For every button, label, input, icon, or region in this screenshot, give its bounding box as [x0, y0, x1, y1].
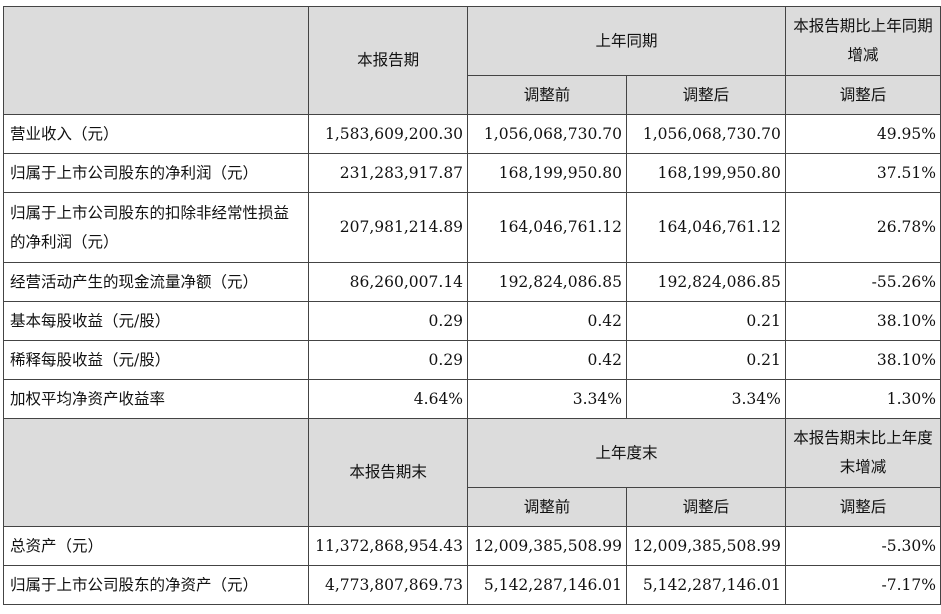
value-before-adjustment: 0.42 — [467, 301, 627, 341]
value-current: 11,372,868,954.43 — [308, 526, 469, 566]
value-current: 4.64% — [308, 379, 469, 419]
value-change: -7.17% — [784, 565, 941, 605]
row-label: 基本每股收益（元/股） — [2, 301, 310, 341]
row-label: 归属于上市公司股东的净利润（元） — [2, 153, 310, 193]
value-change: -55.26% — [784, 262, 941, 302]
value-before-adjustment: 0.42 — [467, 340, 627, 380]
header-change-after-adjustment: 调整后 — [784, 75, 941, 115]
value-change: 49.95% — [784, 114, 941, 154]
header-change: 本报告期比上年同期增减 — [784, 6, 941, 76]
value-current: 0.29 — [308, 340, 469, 380]
value-after-adjustment: 164,046,761.12 — [625, 192, 786, 263]
value-before-adjustment: 164,046,761.12 — [467, 192, 627, 263]
value-current: 1,583,609,200.30 — [308, 114, 469, 154]
table-row: 归属于上市公司股东的净资产（元） 4,773,807,869.73 5,142,… — [2, 565, 941, 605]
value-change: -5.30% — [784, 526, 941, 566]
table-row: 归属于上市公司股东的净利润（元） 231,283,917.87 168,199,… — [2, 153, 941, 193]
table-row: 基本每股收益（元/股） 0.29 0.42 0.21 38.10% — [2, 301, 941, 341]
header-change-after-adjustment: 调整后 — [784, 487, 941, 527]
value-after-adjustment: 1,056,068,730.70 — [625, 114, 786, 154]
value-after-adjustment: 168,199,950.80 — [625, 153, 786, 193]
row-label: 归属于上市公司股东的净资产（元） — [2, 565, 310, 605]
value-current: 207,981,214.89 — [308, 192, 469, 263]
value-current: 231,283,917.87 — [308, 153, 469, 193]
value-after-adjustment: 0.21 — [625, 301, 786, 341]
value-current: 0.29 — [308, 301, 469, 341]
value-before-adjustment: 12,009,385,508.99 — [467, 526, 627, 566]
header-before-adjustment: 调整前 — [467, 75, 627, 115]
table-row: 经营活动产生的现金流量净额（元） 86,260,007.14 192,824,0… — [2, 262, 941, 302]
header-blank-cell — [2, 418, 310, 527]
header-current-period: 本报告期 — [308, 6, 469, 115]
value-before-adjustment: 192,824,086.85 — [467, 262, 627, 302]
value-change: 38.10% — [784, 340, 941, 380]
header-prior-period: 上年同期 — [467, 6, 786, 76]
header-after-adjustment: 调整后 — [625, 487, 786, 527]
value-after-adjustment: 3.34% — [625, 379, 786, 419]
table-row: 总资产（元） 11,372,868,954.43 12,009,385,508.… — [2, 526, 941, 566]
row-label: 加权平均净资产收益率 — [2, 379, 310, 419]
value-current: 86,260,007.14 — [308, 262, 469, 302]
value-after-adjustment: 192,824,086.85 — [625, 262, 786, 302]
header-prior-year-end: 上年度末 — [467, 418, 786, 488]
value-after-adjustment: 5,142,287,146.01 — [625, 565, 786, 605]
row-label: 营业收入（元） — [2, 114, 310, 154]
row-label: 归属于上市公司股东的扣除非经常性损益的净利润（元） — [2, 192, 310, 263]
value-change: 1.30% — [784, 379, 941, 419]
value-change: 37.51% — [784, 153, 941, 193]
table-row: 归属于上市公司股东的扣除非经常性损益的净利润（元） 207,981,214.89… — [2, 192, 941, 263]
value-change: 26.78% — [784, 192, 941, 263]
header-current-period-end: 本报告期末 — [308, 418, 469, 527]
row-label: 总资产（元） — [2, 526, 310, 566]
row-label: 稀释每股收益（元/股） — [2, 340, 310, 380]
value-current: 4,773,807,869.73 — [308, 565, 469, 605]
table-row: 营业收入（元） 1,583,609,200.30 1,056,068,730.7… — [2, 114, 941, 154]
value-before-adjustment: 1,056,068,730.70 — [467, 114, 627, 154]
value-before-adjustment: 168,199,950.80 — [467, 153, 627, 193]
value-after-adjustment: 0.21 — [625, 340, 786, 380]
table-row: 稀释每股收益（元/股） 0.29 0.42 0.21 38.10% — [2, 340, 941, 380]
table-row: 加权平均净资产收益率 4.64% 3.34% 3.34% 1.30% — [2, 379, 941, 419]
header-change: 本报告期末比上年度末增减 — [784, 418, 941, 488]
financial-data-table: 本报告期 上年同期 本报告期比上年同期增减 调整前 调整后 调整后 营业收入（元… — [2, 6, 941, 605]
value-before-adjustment: 3.34% — [467, 379, 627, 419]
value-change: 38.10% — [784, 301, 941, 341]
header-blank-cell — [2, 6, 310, 115]
value-after-adjustment: 12,009,385,508.99 — [625, 526, 786, 566]
header-after-adjustment: 调整后 — [625, 75, 786, 115]
row-label: 经营活动产生的现金流量净额（元） — [2, 262, 310, 302]
value-before-adjustment: 5,142,287,146.01 — [467, 565, 627, 605]
header-before-adjustment: 调整前 — [467, 487, 627, 527]
